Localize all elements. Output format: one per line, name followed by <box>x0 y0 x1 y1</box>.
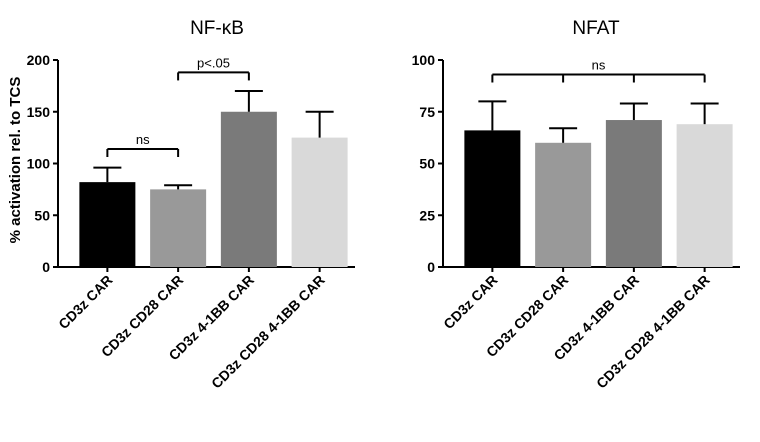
nfat-category-label: CD3z CD28 4-1BB CAR <box>593 272 713 392</box>
nfkb-bar <box>150 189 207 267</box>
nfkb-y-tick-label: 150 <box>27 104 51 120</box>
nfkb-category-label: CD3z CD28 4-1BB CAR <box>208 272 328 392</box>
y-axis-label: % activation rel. to TCS <box>7 77 24 244</box>
nfkb-significance-label: ns <box>136 132 150 147</box>
nfkb-bar <box>291 137 348 267</box>
nfkb-y-tick-label: 50 <box>34 207 50 223</box>
nfat-bar <box>535 142 592 267</box>
nfkb-category-label: CD3z CAR <box>55 272 115 332</box>
nfat-y-tick-label: 75 <box>419 104 435 120</box>
nfat-category-label: CD3z CAR <box>440 272 500 332</box>
nfkb-y-tick-label: 200 <box>27 52 51 68</box>
nfat-y-tick-label: 25 <box>419 207 435 223</box>
nfat-significance-label: ns <box>592 57 606 72</box>
nfat-bar <box>464 130 521 267</box>
nfat-chart-title: NFAT <box>572 18 620 39</box>
nfkb-y-tick-label: 0 <box>42 259 50 275</box>
nfat-bar <box>605 120 662 267</box>
nfat-y-tick-label: 0 <box>427 259 435 275</box>
nfkb-significance-label: p<.05 <box>197 55 230 70</box>
nfkb-y-tick-label: 100 <box>27 156 51 172</box>
nfat-y-tick-label: 100 <box>412 52 436 68</box>
nfkb-chart-title: NF-κB <box>190 18 244 39</box>
nfkb-bar <box>79 182 136 267</box>
nfat-y-tick-label: 50 <box>419 156 435 172</box>
nfkb-bar <box>220 111 277 267</box>
nfat-bar <box>676 124 733 267</box>
